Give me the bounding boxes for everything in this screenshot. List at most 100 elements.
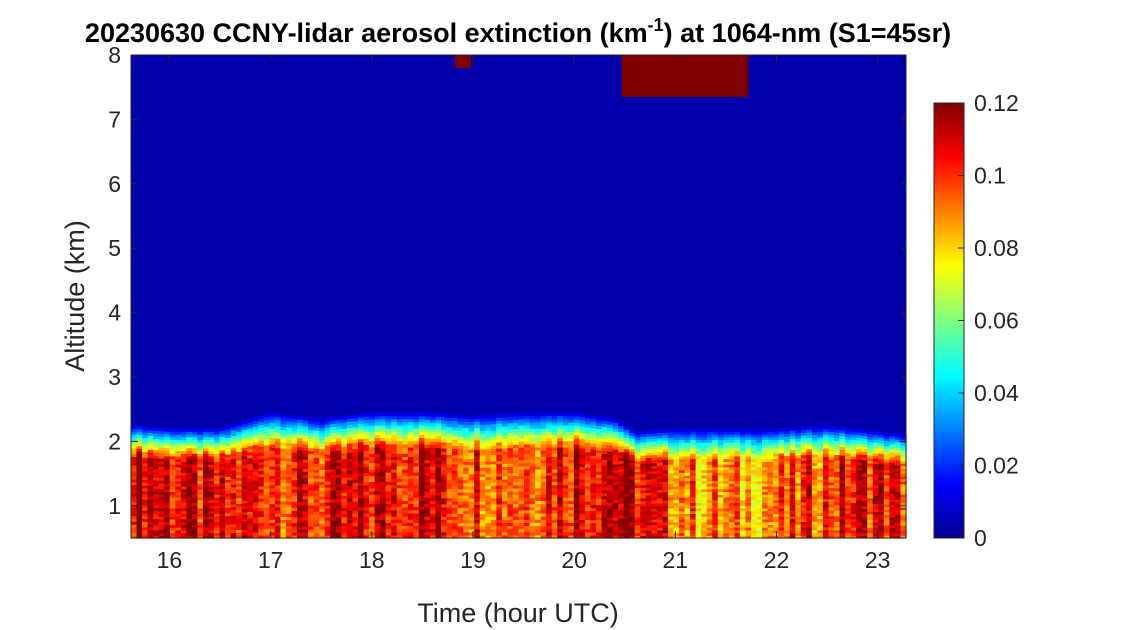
heatmap-cell (679, 507, 686, 512)
heatmap-cell (230, 464, 237, 468)
heatmap-cell (463, 479, 470, 484)
heatmap-cell (429, 506, 437, 511)
heatmap-cell (568, 512, 575, 517)
heatmap-cell (474, 470, 481, 475)
heatmap-cell (236, 465, 243, 470)
heatmap-cell (180, 444, 187, 449)
heatmap-cell (241, 532, 248, 536)
heatmap-cell (363, 472, 370, 477)
heatmap-cell (269, 478, 276, 483)
heatmap-cell (751, 529, 758, 534)
heatmap-cell (623, 501, 630, 506)
heatmap-cell (701, 496, 708, 501)
heatmap-cell (396, 462, 403, 467)
heatmap-cell (573, 481, 580, 486)
heatmap-cell (684, 433, 691, 438)
heatmap-cell (158, 488, 165, 492)
heatmap-cell (391, 481, 398, 486)
heatmap-cell (463, 442, 470, 447)
heatmap-cell (252, 513, 259, 518)
heatmap-cell (236, 509, 243, 513)
heatmap-cell (158, 433, 165, 437)
heatmap-cell (252, 516, 259, 521)
heatmap-cell (590, 492, 597, 496)
heatmap-cell (313, 499, 320, 503)
heatmap-cell (225, 510, 232, 514)
heatmap-cell (501, 463, 509, 468)
heatmap-cell (734, 472, 741, 476)
heatmap-cell (357, 482, 365, 486)
heatmap-cell (407, 531, 414, 536)
heatmap-cell (579, 482, 586, 486)
heatmap-cell (391, 509, 398, 514)
heatmap-cell (800, 460, 807, 464)
heatmap-cell (745, 502, 752, 506)
heatmap-cell (756, 510, 763, 514)
heatmap-cell (142, 476, 149, 481)
heatmap-cell (773, 453, 780, 457)
heatmap-cell (784, 427, 791, 432)
heatmap-cell (540, 472, 547, 476)
heatmap-cell (352, 448, 359, 453)
heatmap-cell (756, 466, 763, 471)
heatmap-cell (363, 506, 370, 511)
heatmap-cell (452, 491, 459, 496)
heatmap-cell (612, 431, 619, 435)
heatmap-cell (673, 428, 680, 432)
heatmap-cell (352, 429, 359, 434)
heatmap-cell (789, 463, 796, 467)
heatmap-cell (728, 488, 735, 493)
heatmap-cell (701, 532, 708, 536)
heatmap-cell (142, 465, 149, 469)
heatmap-cell (142, 535, 149, 539)
heatmap-cell (424, 484, 431, 489)
heatmap-cell (546, 500, 553, 505)
heatmap-cell (762, 453, 769, 457)
heatmap-cell (684, 472, 691, 476)
heatmap-cell (369, 456, 376, 461)
heatmap-cell (474, 501, 481, 505)
heatmap-cell (485, 430, 492, 434)
heatmap-cell (407, 512, 414, 517)
heatmap-cell (429, 450, 437, 455)
heatmap-cell (402, 497, 409, 501)
heatmap-cell (341, 495, 348, 499)
heatmap-cell (142, 496, 149, 500)
heatmap-cell (369, 487, 376, 492)
heatmap-cell (280, 525, 287, 530)
heatmap-cell (778, 461, 785, 465)
heatmap-cell (297, 434, 304, 439)
heatmap-cell (811, 470, 819, 475)
heatmap-cell (346, 433, 354, 438)
heatmap-cell (701, 505, 708, 509)
heatmap-cell (623, 465, 630, 469)
heatmap-cell (446, 522, 453, 527)
heatmap-cell (153, 452, 160, 456)
heatmap-cell (679, 450, 686, 454)
heatmap-cell (385, 421, 392, 426)
heatmap-cell (402, 468, 409, 473)
heatmap-cell (363, 531, 370, 536)
heatmap-cell (252, 510, 259, 515)
heatmap-cell (247, 487, 254, 491)
heatmap-cell (402, 531, 409, 536)
heatmap-cell (208, 455, 215, 460)
heatmap-cell (380, 484, 387, 489)
heatmap-cell (225, 498, 232, 503)
heatmap-cell (662, 464, 669, 468)
heatmap-cell (402, 412, 409, 417)
heatmap-cell (546, 453, 553, 457)
heatmap-cell (197, 513, 204, 517)
heatmap-cell (346, 421, 354, 426)
heatmap-cell (385, 494, 392, 498)
heatmap-cell (667, 491, 675, 495)
heatmap-cell (313, 496, 320, 500)
heatmap-cell (302, 422, 309, 427)
heatmap-cell (269, 522, 276, 527)
heatmap-cell (363, 428, 370, 433)
heatmap-cell (789, 510, 796, 514)
heatmap-cell (601, 459, 608, 464)
heatmap-cell (191, 518, 199, 523)
heatmap-cell (751, 488, 758, 493)
heatmap-cell (656, 470, 664, 474)
